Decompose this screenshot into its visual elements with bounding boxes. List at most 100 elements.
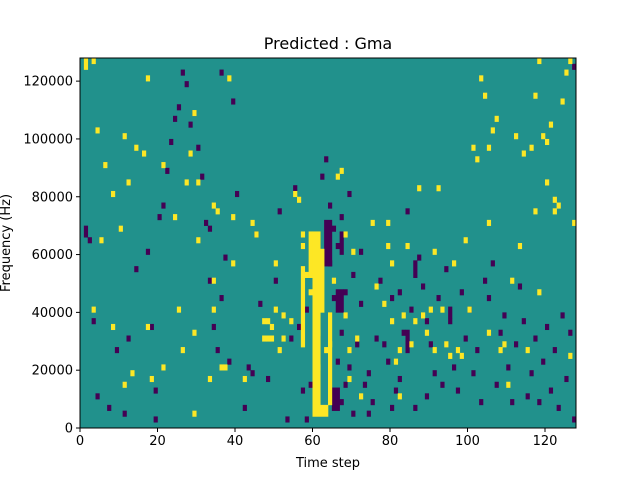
low-cell bbox=[498, 329, 503, 336]
low-cell bbox=[514, 341, 519, 348]
low-cell bbox=[95, 393, 100, 400]
low-cell bbox=[297, 323, 302, 331]
low-cell bbox=[293, 185, 298, 192]
low-cell bbox=[169, 138, 174, 146]
high-cell bbox=[211, 277, 216, 284]
high-cell bbox=[455, 347, 461, 354]
low-cell bbox=[176, 104, 182, 111]
low-cell bbox=[277, 208, 282, 215]
low-cell bbox=[180, 69, 185, 76]
low-cell bbox=[545, 323, 550, 331]
chart-title: Predicted : Gma bbox=[264, 34, 392, 53]
low-cell bbox=[343, 381, 348, 388]
high-cell bbox=[196, 179, 201, 186]
high-cell bbox=[142, 150, 147, 157]
low-cell bbox=[207, 225, 213, 232]
low-cell bbox=[355, 341, 360, 348]
high-cell bbox=[293, 190, 298, 198]
high-cell bbox=[382, 300, 387, 307]
high-cell bbox=[390, 318, 395, 325]
high-cell bbox=[417, 185, 422, 192]
high-cell bbox=[297, 196, 302, 203]
low-cell bbox=[370, 399, 375, 406]
low-cell bbox=[572, 416, 576, 423]
low-block bbox=[339, 231, 344, 255]
low-cell bbox=[556, 404, 561, 411]
high-cell bbox=[281, 312, 286, 319]
low-cell bbox=[463, 335, 468, 342]
high-cell bbox=[359, 393, 364, 400]
low-cell bbox=[436, 295, 441, 302]
high-cell bbox=[486, 329, 492, 336]
high-cell bbox=[568, 58, 573, 65]
low-cell bbox=[331, 295, 337, 302]
high-cell bbox=[483, 92, 488, 99]
low-cell bbox=[289, 335, 294, 342]
low-cell bbox=[324, 156, 329, 163]
high-cell bbox=[409, 341, 414, 348]
high-cell bbox=[397, 347, 402, 354]
x-tick-label: 40 bbox=[227, 434, 244, 449]
high-cell bbox=[262, 335, 267, 342]
high-cell bbox=[448, 352, 453, 359]
high-cell bbox=[207, 375, 213, 383]
y-axis-label: Frequency (Hz) bbox=[0, 194, 14, 292]
high-cell bbox=[548, 121, 554, 128]
low-cell bbox=[572, 63, 576, 70]
high-cell bbox=[533, 92, 538, 99]
high-cell bbox=[452, 260, 457, 267]
low-cell bbox=[250, 370, 255, 377]
y-tick-label: 0 bbox=[65, 422, 73, 437]
low-cell bbox=[401, 329, 406, 336]
x-axis: 0 20 40 60 80 100 120 bbox=[76, 428, 558, 449]
high-cell bbox=[486, 219, 492, 226]
low-cell bbox=[200, 173, 205, 180]
low-cell bbox=[83, 225, 89, 238]
high-cell bbox=[211, 306, 216, 313]
high-cell bbox=[421, 312, 426, 319]
high-cell bbox=[122, 133, 127, 140]
low-cell bbox=[335, 243, 340, 250]
low-cell bbox=[173, 115, 178, 122]
low-cell bbox=[335, 358, 340, 365]
low-cell bbox=[552, 347, 557, 354]
low-cell bbox=[153, 416, 158, 423]
low-cell bbox=[91, 318, 96, 325]
high-cell bbox=[467, 306, 472, 313]
high-cell bbox=[266, 335, 271, 342]
low-cell bbox=[114, 347, 120, 354]
low-cell bbox=[382, 341, 387, 348]
low-cell bbox=[525, 393, 530, 400]
low-cell bbox=[351, 271, 356, 278]
low-cell bbox=[107, 404, 112, 411]
low-cell bbox=[405, 347, 410, 354]
low-cell bbox=[242, 404, 247, 411]
high-cell bbox=[471, 144, 476, 151]
low-cell bbox=[231, 98, 236, 105]
high-cell bbox=[401, 312, 406, 319]
high-cell bbox=[397, 393, 402, 400]
low-cell bbox=[490, 260, 495, 267]
high-cell bbox=[192, 329, 197, 336]
low-cell bbox=[521, 318, 526, 325]
x-tick-label: 80 bbox=[382, 434, 399, 449]
x-tick-label: 120 bbox=[533, 434, 558, 449]
low-cell bbox=[157, 214, 162, 221]
high-cell bbox=[269, 335, 275, 342]
low-cell bbox=[351, 410, 356, 417]
low-cell bbox=[390, 404, 395, 411]
high-cell bbox=[552, 208, 557, 215]
high-cell bbox=[351, 248, 356, 255]
high-cell bbox=[514, 133, 519, 140]
high-cell bbox=[180, 347, 185, 354]
high-cell bbox=[192, 110, 197, 117]
low-cell bbox=[486, 295, 492, 302]
high-cell bbox=[517, 243, 523, 250]
high-cell bbox=[339, 167, 344, 174]
high-cell bbox=[463, 237, 468, 244]
high-cell bbox=[91, 306, 96, 313]
x-tick-label: 100 bbox=[455, 434, 480, 449]
low-cell bbox=[529, 370, 534, 377]
